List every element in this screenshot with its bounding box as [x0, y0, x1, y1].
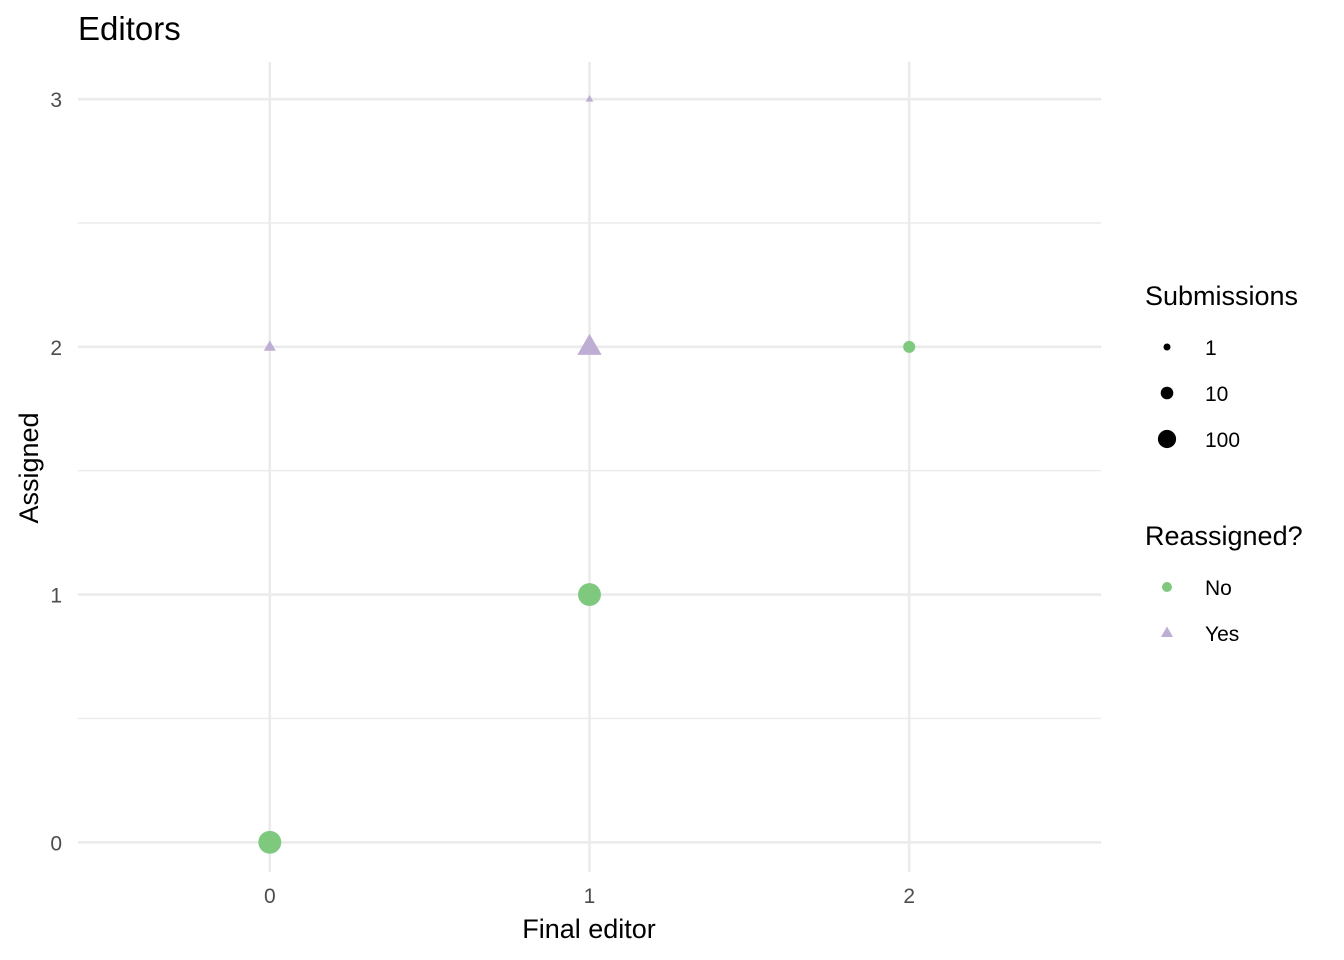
- y-tick-label: 3: [50, 89, 62, 112]
- legend: Submissions Reassigned? 1 10 100 No Yes: [1145, 281, 1303, 646]
- color-legend-label: Yes: [1205, 623, 1239, 646]
- point-no: [578, 583, 601, 607]
- y-tick-label: 0: [50, 832, 62, 855]
- color-legend-key: [1160, 626, 1174, 637]
- size-legend-label: 1: [1205, 337, 1217, 360]
- x-axis-title: Final editor: [522, 914, 656, 944]
- axis-ticks: 0 1 2 0 1 2 3: [50, 89, 915, 908]
- grid: [78, 62, 1101, 872]
- y-axis-title: Assigned: [14, 412, 44, 523]
- x-tick-label: 2: [903, 885, 915, 908]
- size-legend-key: [1157, 429, 1177, 449]
- point-no: [258, 830, 282, 854]
- color-legend-title: Reassigned?: [1145, 521, 1303, 551]
- size-legend-label: 100: [1205, 429, 1240, 452]
- size-legend-key: [1163, 343, 1171, 351]
- size-legend-title: Submissions: [1145, 281, 1298, 311]
- x-tick-label: 0: [264, 885, 276, 908]
- point-no: [903, 340, 916, 353]
- size-legend-key: [1160, 386, 1174, 400]
- size-legend-label: 10: [1205, 383, 1228, 406]
- data-points: [258, 95, 916, 854]
- point-yes: [577, 333, 602, 355]
- point-yes: [263, 340, 276, 351]
- color-legend-label: No: [1205, 577, 1232, 600]
- chart-title: Editors: [78, 10, 181, 47]
- y-tick-label: 2: [50, 337, 62, 360]
- color-legend-key: [1162, 582, 1172, 592]
- point-yes: [585, 95, 594, 102]
- y-tick-label: 1: [50, 585, 62, 608]
- x-tick-label: 1: [584, 885, 596, 908]
